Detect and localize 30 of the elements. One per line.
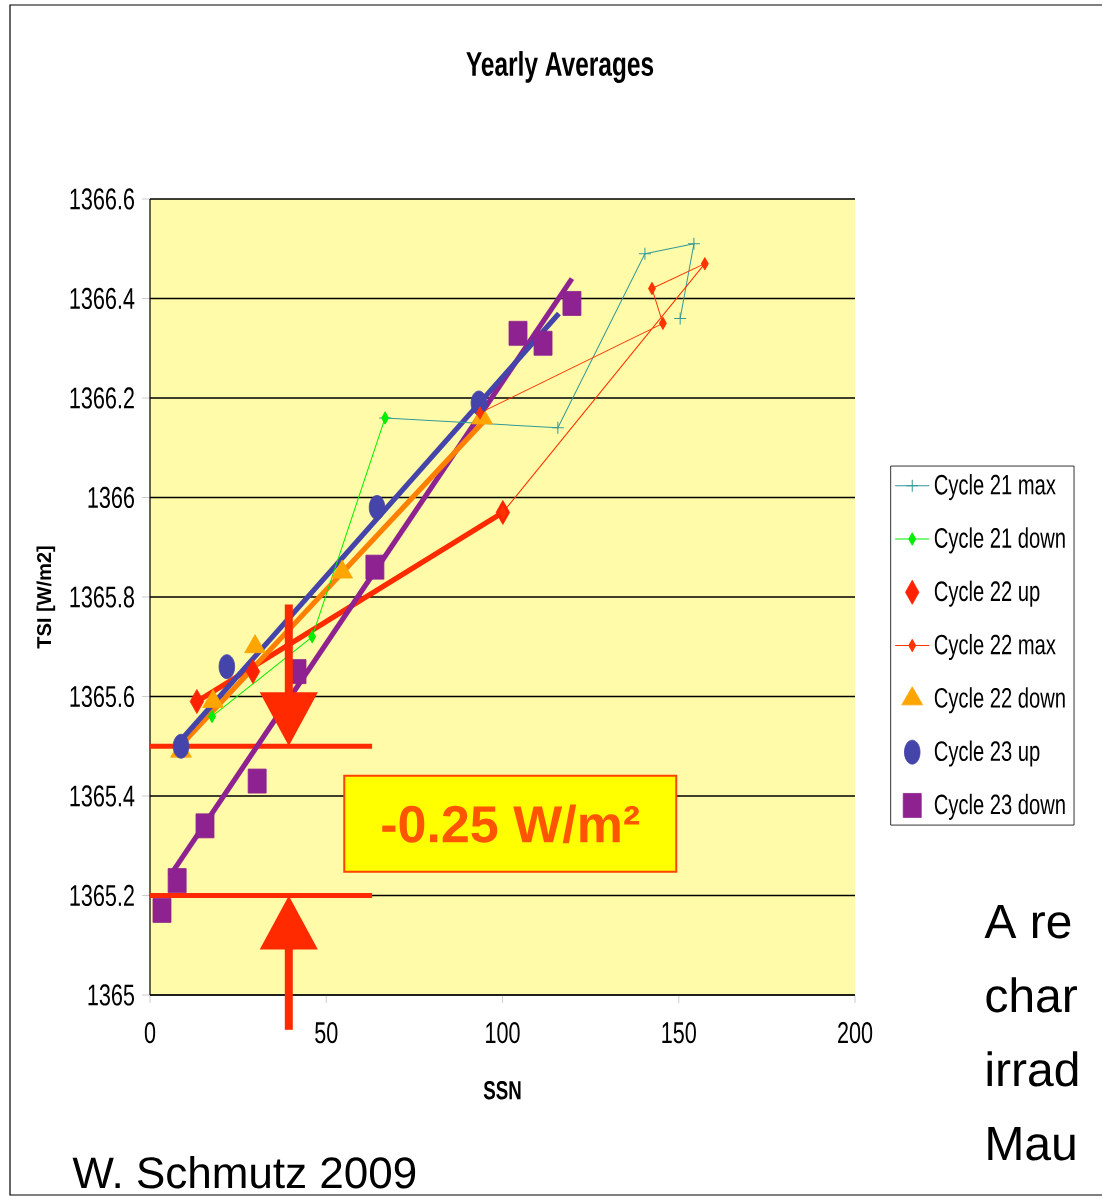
legend-label: Cycle 22 down [934, 687, 1065, 714]
y-tick-label: 1365 [88, 984, 135, 1006]
y-tick-label: 1365.6 [70, 685, 134, 708]
legend-label: Cycle 21 max [934, 474, 1056, 501]
y-tick-label: 1366.4 [70, 287, 135, 310]
y-tick-label: 1365.4 [70, 785, 135, 807]
y-tick-label: 1366 [88, 486, 134, 509]
x-axis-title: SSN [483, 1081, 521, 1100]
legend-label: Cycle 21 down [934, 527, 1065, 554]
text: A re [984, 904, 1071, 939]
y-tick-label: 1365.2 [70, 884, 134, 907]
text: W. Schmutz 2009 [72, 1156, 416, 1189]
legend-label: Cycle 22 up [934, 580, 1040, 607]
annotation: -0.25 W/m² [382, 804, 640, 844]
legend-label: Cycle 23 up [934, 740, 1040, 767]
x-tick-label: 50 [315, 1022, 338, 1044]
text: char [986, 977, 1077, 1013]
x-tick-label: 200 [838, 1022, 873, 1044]
chart-title: Yearly Averages [466, 51, 654, 83]
y-axis-title: TSI [W/m2] [36, 546, 56, 649]
text: irrad [987, 1051, 1078, 1087]
text: Mau [988, 1126, 1075, 1161]
x-tick-label: 150 [662, 1022, 696, 1044]
y-tick-label: 1365.8 [70, 586, 134, 608]
y-tick-label: 1366.6 [70, 188, 134, 210]
legend-label: Cycle 22 max [934, 633, 1056, 661]
x-tick-label: 0 [144, 1022, 156, 1044]
x-tick-label: 100 [486, 1022, 520, 1044]
y-tick-label: 1366.2 [70, 387, 134, 409]
legend-label: Cycle 23 down [934, 793, 1065, 820]
